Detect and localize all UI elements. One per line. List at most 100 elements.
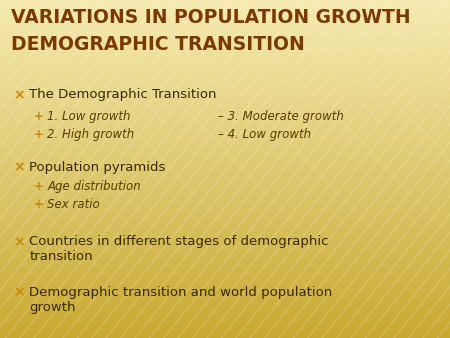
Bar xyxy=(0,224,450,225)
Bar xyxy=(0,176,450,177)
Bar xyxy=(0,119,450,121)
Bar xyxy=(0,88,450,89)
Bar xyxy=(0,135,450,136)
Bar xyxy=(0,264,450,265)
Bar xyxy=(0,140,450,141)
Bar xyxy=(0,180,450,182)
Bar xyxy=(0,151,450,152)
Bar xyxy=(0,95,450,96)
Bar xyxy=(0,96,450,97)
Text: 2. High growth: 2. High growth xyxy=(47,128,135,141)
Bar xyxy=(0,303,450,304)
Bar xyxy=(0,202,450,203)
Bar xyxy=(0,161,450,162)
Bar xyxy=(0,186,450,187)
Bar xyxy=(0,73,450,74)
Bar xyxy=(0,153,450,154)
Bar xyxy=(0,48,450,50)
Text: Population pyramids: Population pyramids xyxy=(29,161,166,173)
Bar xyxy=(0,221,450,222)
Bar xyxy=(0,199,450,200)
Bar xyxy=(0,246,450,247)
Bar xyxy=(0,177,450,178)
Bar xyxy=(0,159,450,160)
Bar xyxy=(0,317,450,318)
Bar xyxy=(0,4,450,6)
Bar xyxy=(0,65,450,67)
Bar xyxy=(0,158,450,159)
Bar xyxy=(0,83,450,84)
Bar xyxy=(0,238,450,239)
Bar xyxy=(0,122,450,123)
Bar xyxy=(0,105,450,106)
Bar xyxy=(0,322,450,323)
Bar xyxy=(0,124,450,125)
Bar xyxy=(0,183,450,184)
Bar xyxy=(0,60,450,61)
Bar xyxy=(0,10,450,11)
Bar xyxy=(0,243,450,244)
Bar xyxy=(0,125,450,126)
Bar xyxy=(0,70,450,71)
Bar xyxy=(0,320,450,321)
Bar xyxy=(0,327,450,328)
Text: ×: × xyxy=(14,88,25,102)
Bar xyxy=(0,163,450,165)
Bar xyxy=(0,6,450,7)
Bar xyxy=(0,98,450,99)
Bar xyxy=(0,101,450,102)
Bar xyxy=(0,313,450,314)
Bar xyxy=(0,165,450,166)
Bar xyxy=(0,58,450,60)
Bar xyxy=(0,11,450,13)
Bar xyxy=(0,38,450,40)
Bar xyxy=(0,258,450,259)
Bar xyxy=(0,126,450,127)
Bar xyxy=(0,234,450,236)
Bar xyxy=(0,318,450,319)
Bar xyxy=(0,206,450,207)
Text: +: + xyxy=(34,198,44,211)
Bar xyxy=(0,273,450,274)
Bar xyxy=(0,308,450,309)
Bar xyxy=(0,36,450,37)
Bar xyxy=(0,196,450,197)
Bar xyxy=(0,244,450,246)
Bar xyxy=(0,51,450,52)
Bar xyxy=(0,24,450,25)
Bar xyxy=(0,0,450,1)
Bar xyxy=(0,82,450,83)
Bar xyxy=(0,109,450,111)
Bar xyxy=(0,219,450,220)
Bar xyxy=(0,94,450,95)
Bar xyxy=(0,55,450,56)
Bar xyxy=(0,205,450,206)
Bar xyxy=(0,86,450,87)
Bar xyxy=(0,139,450,140)
Bar xyxy=(0,173,450,175)
Bar xyxy=(0,287,450,288)
Bar xyxy=(0,34,450,35)
Bar xyxy=(0,229,450,230)
Bar xyxy=(0,255,450,256)
Text: +: + xyxy=(34,128,44,141)
Bar xyxy=(0,131,450,132)
Bar xyxy=(0,77,450,78)
Bar xyxy=(0,324,450,325)
Bar xyxy=(0,102,450,104)
Bar xyxy=(0,237,450,238)
Bar xyxy=(0,268,450,269)
Bar xyxy=(0,62,450,63)
Bar xyxy=(0,330,450,331)
Bar xyxy=(0,43,450,44)
Bar xyxy=(0,249,450,250)
Bar xyxy=(0,155,450,156)
Bar xyxy=(0,297,450,298)
Bar xyxy=(0,325,450,327)
Bar xyxy=(0,128,450,129)
Text: DEMOGRAPHIC TRANSITION: DEMOGRAPHIC TRANSITION xyxy=(11,35,305,54)
Bar xyxy=(0,172,450,173)
Bar xyxy=(0,149,450,150)
Bar xyxy=(0,50,450,51)
Text: – 3. Moderate growth: – 3. Moderate growth xyxy=(218,110,344,123)
